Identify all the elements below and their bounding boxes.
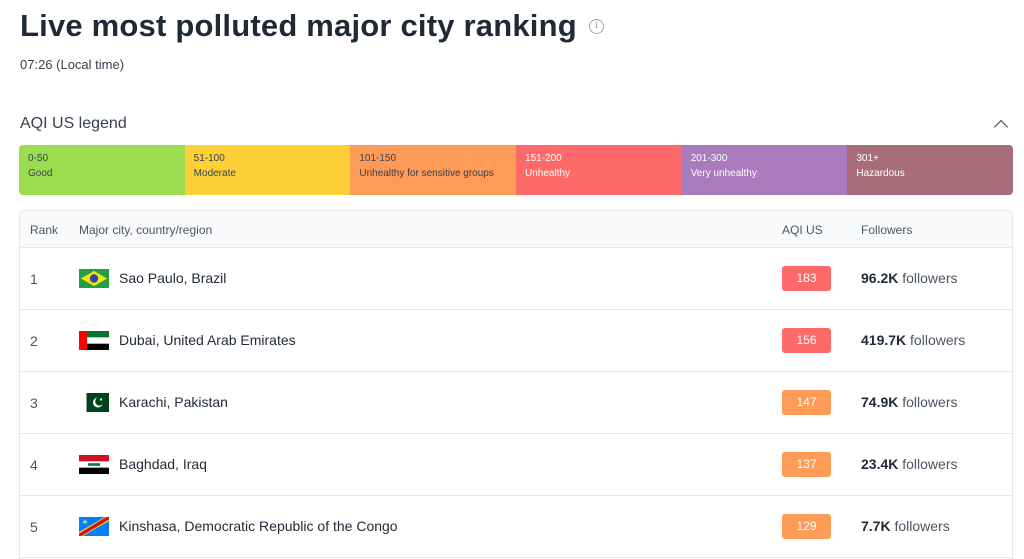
followers-number: 96.2K [861,270,899,286]
legend-range: 51-100 [193,153,225,164]
followers-suffix: followers [906,332,966,348]
legend-segment-good: 0-50 Good [19,145,185,195]
legend-label: Good [28,168,53,179]
legend-label: Moderate [193,168,236,179]
table-header: Rank Major city, country/region AQI US F… [20,211,1012,248]
followers-number: 419.7K [861,332,907,348]
flag-drc-icon [79,517,109,536]
city-name[interactable]: Kinshasa, Democratic Republic of the Con… [119,518,398,534]
header-rank: Rank [30,223,59,237]
header-aqi: AQI US [782,223,823,237]
info-circle-icon[interactable]: i [588,18,604,34]
legend-label: Hazardous [856,168,905,179]
table-row[interactable]: 2 Dubai, United Arab Emirates 156 419.7K… [20,310,1012,372]
legend-range: 0-50 [28,153,49,164]
city-name[interactable]: Sao Paulo, Brazil [119,270,227,286]
ranking-table: Rank Major city, country/region AQI US F… [19,210,1013,559]
aqi-badge: 183 [782,266,831,291]
legend-segment-unhealthy: 151-200 Unhealthy [516,145,682,195]
flag-uae-icon [79,331,109,350]
local-time: 07:26 (Local time) [20,57,125,72]
followers-count: 7.7K followers [861,518,950,534]
table-row[interactable]: 3 Karachi, Pakistan 147 74.9K followers [20,372,1012,434]
aqi-badge: 137 [782,452,831,477]
followers-count: 96.2K followers [861,270,958,286]
chevron-up-icon[interactable] [993,119,1009,135]
rank: 5 [30,519,38,535]
aqi-badge: 129 [782,514,831,539]
legend-range: 301+ [856,153,879,164]
legend-label: Unhealthy [525,168,571,179]
rank: 1 [30,271,38,287]
followers-suffix: followers [898,394,958,410]
page-title: Live most polluted major city ranking [20,8,577,43]
legend-range: 151-200 [525,153,562,164]
followers-count: 74.9K followers [861,394,958,410]
city-name[interactable]: Baghdad, Iraq [119,456,207,472]
table-row[interactable]: 4 Baghdad, Iraq 137 23.4K followers [20,434,1012,496]
title-row: Live most polluted major city ranking i [20,8,604,44]
followers-suffix: followers [898,456,958,472]
legend-title: AQI US legend [20,115,127,132]
table-row[interactable]: 5 Kinshasa, Democratic Republic of the C… [20,496,1012,558]
rank: 3 [30,395,38,411]
followers-number: 23.4K [861,456,899,472]
legend-range: 201-300 [690,153,728,164]
city-name[interactable]: Karachi, Pakistan [119,394,228,410]
legend-segment-hazardous: 301+ Hazardous [847,145,1013,195]
legend-label: Unhealthy for sensitive groups [359,168,494,179]
legend-header[interactable]: AQI US legend [20,114,1012,135]
city-name[interactable]: Dubai, United Arab Emirates [119,332,296,348]
rank: 4 [30,457,38,473]
header-followers: Followers [861,223,913,237]
table-row[interactable]: 1 Sao Paulo, Brazil 183 96.2K followers [20,248,1012,310]
flag-brazil-icon [79,269,109,288]
flag-pakistan-icon [79,393,109,412]
aqi-legend-bar: 0-50 Good 51-100 Moderate 101-150 Unheal… [19,145,1013,195]
followers-number: 74.9K [861,394,899,410]
followers-number: 7.7K [861,518,891,534]
followers-count: 23.4K followers [861,456,958,472]
rank: 2 [30,333,38,349]
header-city: Major city, country/region [79,223,213,237]
followers-count: 419.7K followers [861,332,965,348]
flag-iraq-icon [79,455,109,474]
legend-range: 101-150 [359,153,397,164]
legend-segment-moderate: 51-100 Moderate [184,145,351,195]
aqi-badge: 147 [782,390,831,415]
followers-suffix: followers [898,270,958,286]
aqi-badge: 156 [782,328,831,353]
legend-segment-very-unhealthy: 201-300 Very unhealthy [681,145,848,195]
followers-suffix: followers [890,518,950,534]
legend-segment-usg: 101-150 Unhealthy for sensitive groups [350,145,517,195]
legend-label: Very unhealthy [690,168,757,179]
